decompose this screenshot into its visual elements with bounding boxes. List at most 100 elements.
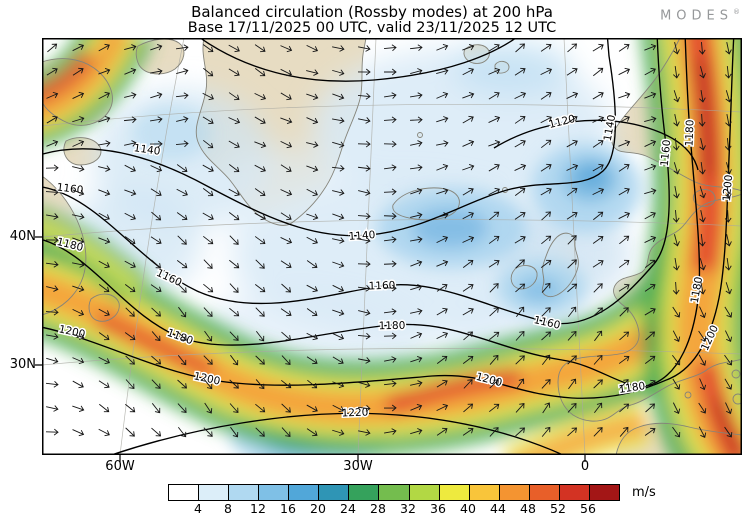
wind-arrow xyxy=(72,189,85,197)
wind-arrow xyxy=(254,164,266,173)
wind-arrow xyxy=(698,41,706,55)
colorbar-tick-label: 32 xyxy=(400,501,416,516)
lon-tick-60w: 60W xyxy=(105,459,135,474)
wind-arrow xyxy=(280,237,293,245)
wind-arrow xyxy=(280,164,292,173)
wind-arrow xyxy=(306,117,319,125)
wind-arrow xyxy=(202,188,214,197)
wind-arrow xyxy=(619,426,629,437)
wind-arrow xyxy=(46,67,58,76)
wind-arrow xyxy=(306,356,318,365)
wind-arrow xyxy=(488,91,500,100)
wind-arrow xyxy=(699,90,706,103)
wind-arrow xyxy=(228,164,240,173)
wind-arrow xyxy=(618,115,630,124)
wind-arrow xyxy=(488,115,501,123)
wind-arrow xyxy=(202,92,214,101)
wind-arrow xyxy=(203,307,213,317)
wind-arrow xyxy=(645,331,656,341)
wind-arrow xyxy=(725,90,732,103)
wind-arrow xyxy=(176,212,188,221)
contour-label: 1200 xyxy=(721,174,735,202)
wind-arrow xyxy=(281,283,292,293)
contour-label: 1220 xyxy=(341,407,368,420)
wind-arrow xyxy=(699,66,706,79)
wind-arrow-layer xyxy=(45,41,733,438)
wind-arrow xyxy=(150,284,162,293)
wind-arrow xyxy=(72,333,85,340)
wind-arrow xyxy=(409,44,423,52)
wind-arrow xyxy=(409,164,423,171)
wind-arrow xyxy=(72,380,84,389)
wind-arrow xyxy=(515,427,526,437)
wind-arrow xyxy=(358,45,371,52)
wind-arrow xyxy=(462,67,474,76)
wind-arrow xyxy=(98,428,110,437)
colorbar-segment xyxy=(529,485,560,500)
colorbar-segment xyxy=(499,485,530,500)
wind-arrow xyxy=(306,213,319,220)
wind-arrow xyxy=(567,330,577,341)
colorbar-segment xyxy=(289,485,320,500)
wind-arrow xyxy=(46,213,59,220)
wind-arrow xyxy=(151,307,161,317)
wind-arrow xyxy=(515,43,526,53)
wind-arrow xyxy=(203,283,214,293)
wind-arrow xyxy=(645,403,656,413)
wind-arrow xyxy=(45,236,59,244)
wind-arrow xyxy=(203,379,213,390)
colorbar-segment xyxy=(439,485,470,500)
wind-arrow xyxy=(673,42,680,55)
wind-arrow xyxy=(177,283,187,293)
wind-arrow xyxy=(618,139,631,147)
wind-arrow xyxy=(698,113,706,127)
contour-label: 1160 xyxy=(56,181,84,196)
wind-arrow xyxy=(619,307,629,317)
wind-arrow xyxy=(540,115,552,124)
wind-arrow xyxy=(177,235,187,245)
wind-arrow xyxy=(332,141,345,148)
wind-arrow xyxy=(592,91,604,100)
jet-field-blobs xyxy=(42,38,742,455)
wind-arrow xyxy=(462,43,475,51)
wind-arrow xyxy=(306,428,318,437)
wind-arrow xyxy=(593,379,603,389)
contour-label: 1140 xyxy=(348,229,376,243)
wind-arrow xyxy=(724,306,733,318)
graticule xyxy=(42,38,742,455)
wind-arrow xyxy=(332,93,345,101)
wind-arrow xyxy=(280,260,292,269)
wind-arrow xyxy=(204,402,213,414)
wind-arrow xyxy=(724,378,733,390)
wind-arrow xyxy=(698,330,707,342)
wind-arrow xyxy=(46,405,59,412)
colorbar-segment xyxy=(469,485,500,500)
map-area: 1140 1140 1140 1160 1160 1160 1160 1160 1180 1180… xyxy=(35,38,742,462)
wind-arrow xyxy=(410,188,423,195)
wind-arrow xyxy=(644,91,657,99)
wind-arrow xyxy=(436,331,449,340)
wind-arrow xyxy=(125,307,135,317)
wind-arrow xyxy=(280,212,292,221)
wind-arrow xyxy=(46,91,59,99)
wind-arrow xyxy=(202,116,214,125)
wind-arrow xyxy=(383,188,397,196)
wind-arrow xyxy=(383,404,397,412)
wind-arrow xyxy=(541,211,551,221)
wind-arrow xyxy=(229,331,239,341)
wind-arrow xyxy=(150,188,162,197)
wind-arrow xyxy=(515,402,525,413)
wind-arrow xyxy=(410,236,423,243)
wind-arrow xyxy=(594,402,603,414)
wind-arrow xyxy=(281,331,292,341)
wind-arrow xyxy=(151,379,161,389)
wind-arrow xyxy=(332,404,344,413)
wind-arrow xyxy=(515,259,525,269)
wind-arrow xyxy=(383,308,397,316)
wind-arrow xyxy=(644,163,657,171)
wind-arrow xyxy=(462,91,475,99)
wind-arrow xyxy=(566,187,578,196)
contour-label: 1180 xyxy=(684,119,697,146)
wind-arrow xyxy=(150,236,162,245)
